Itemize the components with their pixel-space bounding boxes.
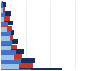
Bar: [1, 2, 6, 7]
Bar: [1, 3, 3, 8]
Bar: [1, 63, 33, 68]
Bar: [1, 16, 10, 21]
Bar: [1, 39, 18, 44]
Bar: [1, 45, 17, 49]
Bar: [1, 27, 7, 32]
Bar: [1, 50, 16, 55]
Bar: [1, 21, 13, 25]
Bar: [1, 49, 24, 54]
Bar: [1, 12, 5, 17]
Bar: [1, 31, 11, 36]
Bar: [1, 59, 21, 64]
Bar: [1, 64, 19, 69]
Bar: [1, 30, 14, 35]
Bar: [1, 11, 11, 16]
Bar: [1, 35, 13, 40]
Bar: [1, 17, 4, 22]
Bar: [1, 8, 2, 13]
Bar: [1, 46, 11, 50]
Bar: [1, 68, 62, 71]
Bar: [1, 40, 12, 45]
Bar: [1, 0, 2, 3]
Bar: [1, 69, 31, 71]
Bar: [1, 58, 35, 63]
Bar: [1, 22, 8, 26]
Bar: [1, 26, 12, 31]
Bar: [1, 7, 5, 12]
Bar: [1, 36, 10, 41]
Bar: [1, 54, 22, 59]
Bar: [1, 55, 14, 60]
Bar: [1, 0, 3, 2]
